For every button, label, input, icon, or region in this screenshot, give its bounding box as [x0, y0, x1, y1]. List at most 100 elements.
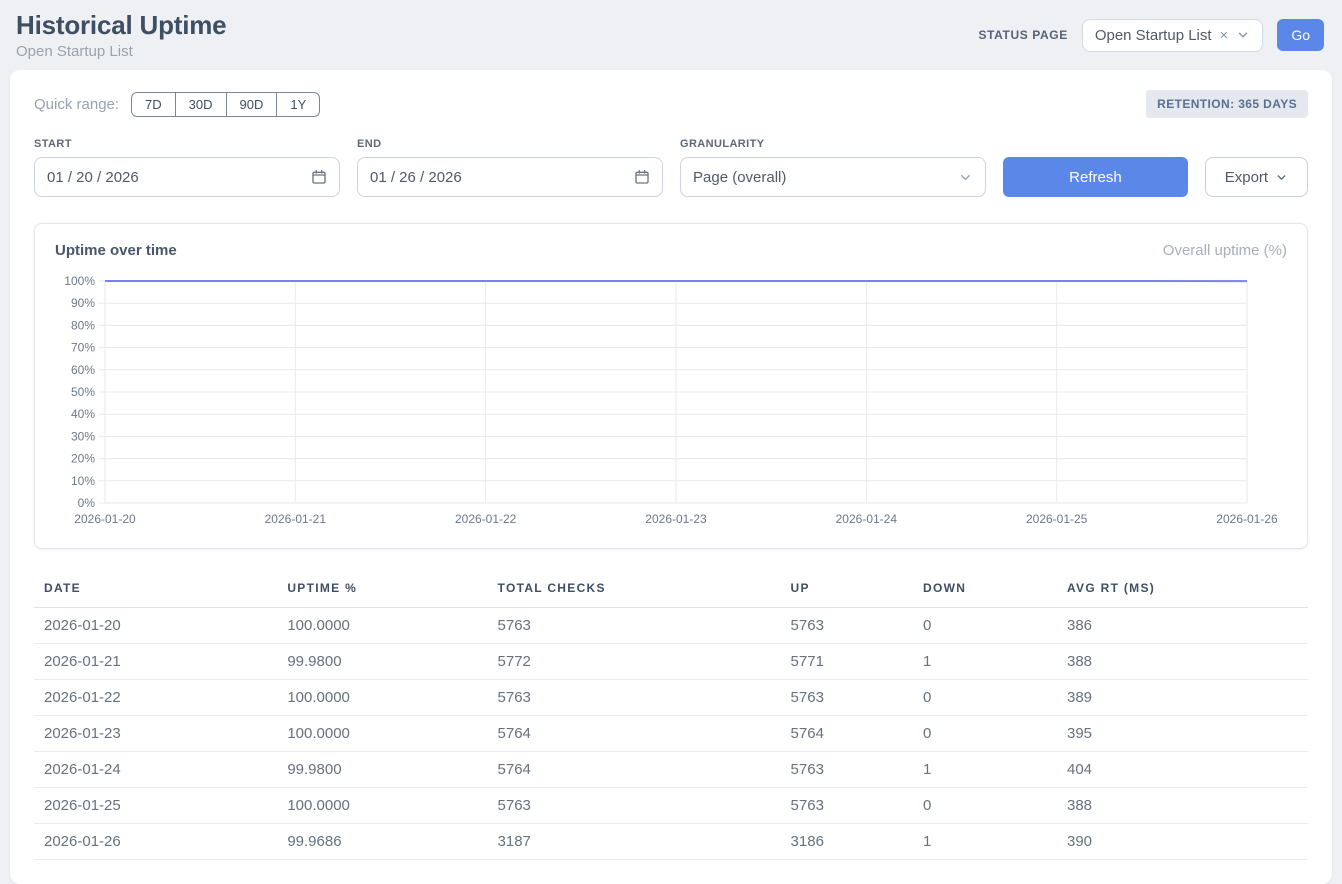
svg-text:0%: 0%: [78, 496, 96, 510]
table-cell: 395: [1057, 716, 1308, 752]
table-header: DATE UPTIME % TOTAL CHECKS UP DOWN AVG R…: [34, 573, 1308, 608]
column-header-date: DATE: [34, 573, 277, 608]
table-cell: 1: [913, 824, 1057, 860]
table-cell: 99.9686: [277, 824, 487, 860]
svg-text:10%: 10%: [71, 474, 95, 488]
svg-text:70%: 70%: [71, 341, 95, 355]
table-cell: 100.0000: [277, 788, 487, 824]
calendar-icon[interactable]: [311, 169, 327, 185]
table-cell: 100.0000: [277, 680, 487, 716]
column-header-total-checks: TOTAL CHECKS: [488, 573, 781, 608]
svg-text:20%: 20%: [71, 452, 95, 466]
status-page-label: STATUS PAGE: [979, 28, 1068, 42]
svg-text:60%: 60%: [71, 363, 95, 377]
export-button-label: Export: [1225, 169, 1268, 186]
go-button[interactable]: Go: [1277, 19, 1324, 51]
svg-text:2026-01-20: 2026-01-20: [74, 512, 136, 526]
table-cell: 386: [1057, 608, 1308, 644]
end-date-value: 01 / 26 / 2026: [370, 169, 462, 186]
table-row: 2026-01-20100.0000576357630386: [34, 608, 1308, 644]
chart-header: Uptime over time Overall uptime (%): [55, 242, 1287, 259]
page-title: Historical Uptime: [16, 10, 226, 41]
table-cell: 2026-01-26: [34, 824, 277, 860]
export-button[interactable]: Export: [1205, 157, 1308, 197]
granularity-label: GRANULARITY: [680, 138, 986, 150]
table-cell: 3186: [781, 824, 913, 860]
column-header-uptime: UPTIME %: [277, 573, 487, 608]
table-cell: 2026-01-22: [34, 680, 277, 716]
svg-text:2026-01-24: 2026-01-24: [836, 512, 898, 526]
svg-text:2026-01-21: 2026-01-21: [265, 512, 327, 526]
table-row: 2026-01-23100.0000576457640395: [34, 716, 1308, 752]
table-cell: 389: [1057, 680, 1308, 716]
start-label: START: [34, 138, 340, 150]
svg-text:80%: 80%: [71, 318, 95, 332]
table-cell: 5764: [488, 716, 781, 752]
table-cell: 3187: [488, 824, 781, 860]
chevron-down-icon: [1236, 28, 1250, 42]
filter-form-row: START 01 / 20 / 2026 END 01 / 26 / 2026 …: [34, 138, 1308, 197]
table-cell: 390: [1057, 824, 1308, 860]
table-cell: 388: [1057, 788, 1308, 824]
quick-range-row: Quick range: 7D 30D 90D 1Y RETENTION: 36…: [34, 90, 1308, 118]
table-cell: 1: [913, 752, 1057, 788]
table-cell: 99.9800: [277, 752, 487, 788]
table-cell: 2026-01-24: [34, 752, 277, 788]
quick-range-7d-button[interactable]: 7D: [131, 92, 176, 117]
quick-range-group: 7D 30D 90D 1Y: [131, 92, 320, 117]
table-cell: 2026-01-20: [34, 608, 277, 644]
uptime-chart-card: Uptime over time Overall uptime (%) 0% 10…: [34, 223, 1308, 549]
table-cell: 5763: [781, 788, 913, 824]
table-cell: 0: [913, 716, 1057, 752]
clear-selection-icon[interactable]: ×: [1220, 27, 1229, 44]
page-subtitle: Open Startup List: [16, 43, 226, 60]
svg-text:100%: 100%: [64, 274, 95, 288]
quick-range-90d-button[interactable]: 90D: [226, 92, 278, 117]
table-cell: 0: [913, 680, 1057, 716]
table-cell: 5772: [488, 644, 781, 680]
status-page-select[interactable]: Open Startup List ×: [1082, 19, 1264, 52]
svg-text:2026-01-25: 2026-01-25: [1026, 512, 1088, 526]
chevron-down-icon: [1275, 171, 1288, 184]
retention-badge: RETENTION: 365 DAYS: [1146, 90, 1308, 118]
granularity-field: GRANULARITY Page (overall): [680, 138, 986, 197]
table-cell: 100.0000: [277, 608, 487, 644]
table-cell: 5771: [781, 644, 913, 680]
top-header: Historical Uptime Open Startup List STAT…: [0, 0, 1342, 66]
uptime-chart-svg: 0%10%20%30%40%50%60%70%80%90%100%2026-01…: [55, 271, 1287, 533]
chevron-down-icon: [958, 170, 973, 185]
table-cell: 5763: [488, 680, 781, 716]
start-date-input[interactable]: 01 / 20 / 2026: [34, 157, 340, 197]
status-page-controls: STATUS PAGE Open Startup List × Go: [979, 19, 1324, 52]
table-cell: 1: [913, 644, 1057, 680]
svg-text:50%: 50%: [71, 385, 95, 399]
table-row: 2026-01-22100.0000576357630389: [34, 680, 1308, 716]
table-cell: 5763: [488, 608, 781, 644]
quick-range-1y-button[interactable]: 1Y: [276, 92, 320, 117]
table-cell: 99.9800: [277, 644, 487, 680]
table-cell: 100.0000: [277, 716, 487, 752]
end-date-input[interactable]: 01 / 26 / 2026: [357, 157, 663, 197]
column-header-avg-rt: AVG RT (MS): [1057, 573, 1308, 608]
svg-text:2026-01-26: 2026-01-26: [1216, 512, 1278, 526]
uptime-chart: 0%10%20%30%40%50%60%70%80%90%100%2026-01…: [55, 271, 1287, 538]
table-row: 2026-01-2699.9686318731861390: [34, 824, 1308, 860]
start-date-field: START 01 / 20 / 2026: [34, 138, 340, 197]
table-cell: 5763: [781, 608, 913, 644]
svg-text:2026-01-23: 2026-01-23: [645, 512, 707, 526]
granularity-selected-value: Page (overall): [693, 169, 786, 186]
table-cell: 5764: [781, 716, 913, 752]
table-cell: 5763: [781, 680, 913, 716]
svg-text:40%: 40%: [71, 407, 95, 421]
quick-range-30d-button[interactable]: 30D: [175, 92, 227, 117]
table-cell: 388: [1057, 644, 1308, 680]
table-cell: 404: [1057, 752, 1308, 788]
table-cell: 0: [913, 788, 1057, 824]
table-cell: 5763: [488, 788, 781, 824]
calendar-icon[interactable]: [634, 169, 650, 185]
quick-range-label: Quick range:: [34, 96, 119, 113]
granularity-select[interactable]: Page (overall): [680, 157, 986, 197]
table-row: 2026-01-2499.9800576457631404: [34, 752, 1308, 788]
refresh-button[interactable]: Refresh: [1003, 157, 1188, 197]
table-cell: 2026-01-23: [34, 716, 277, 752]
